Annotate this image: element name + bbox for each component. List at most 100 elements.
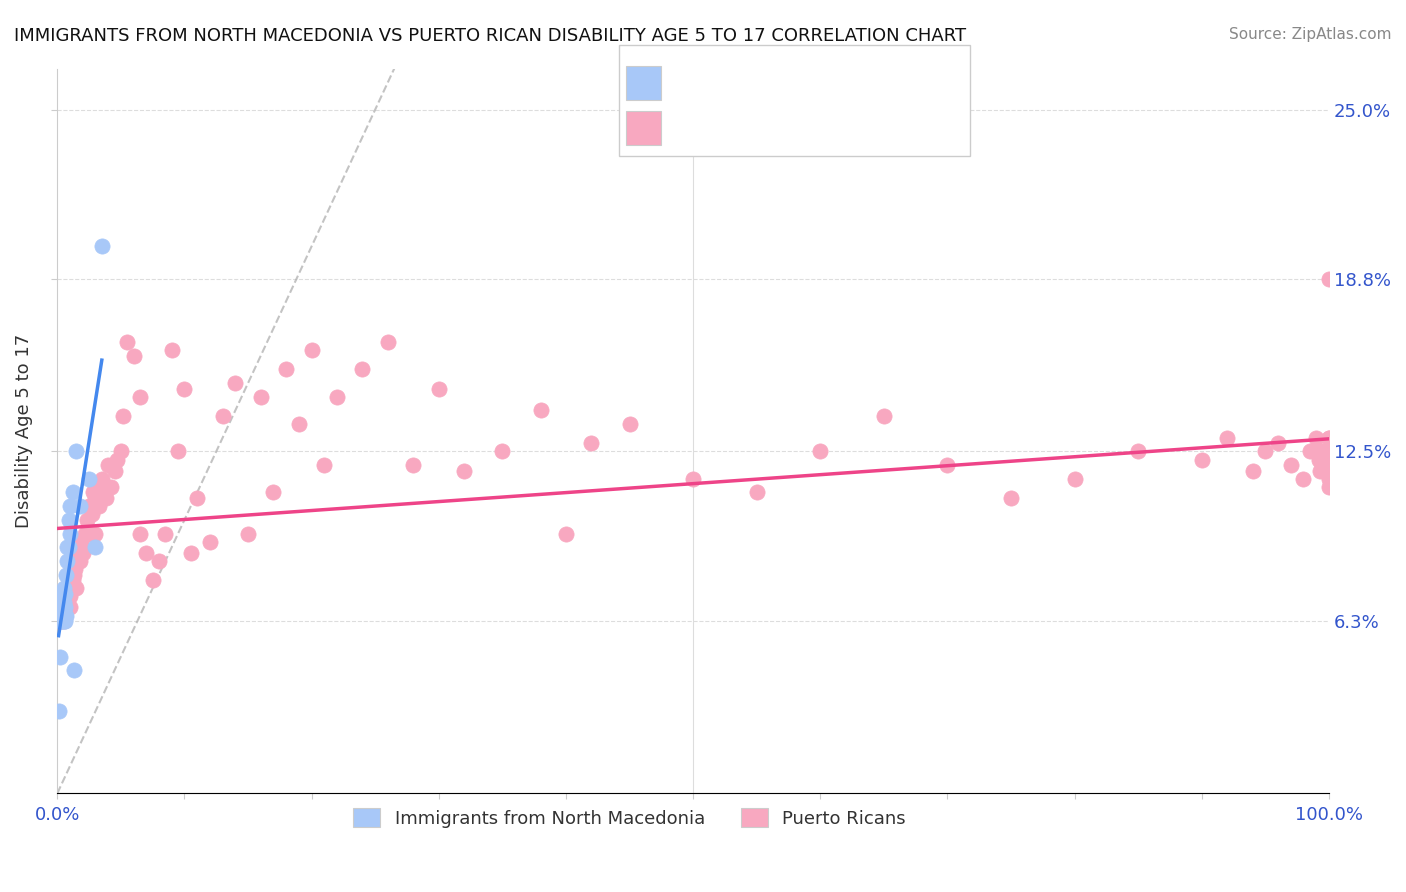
Point: [59, 526, 82, 541]
Point: [90, 472, 112, 486]
Point: [49, 614, 72, 628]
Point: [67, 540, 90, 554]
Point: [1254, 444, 1277, 458]
Point: [49, 600, 72, 615]
Point: [1317, 458, 1340, 472]
Point: [55, 600, 77, 615]
Point: [142, 573, 165, 587]
Point: [314, 458, 336, 472]
Point: [1317, 472, 1340, 486]
Point: [49, 608, 72, 623]
Point: [1313, 444, 1336, 458]
Point: [1216, 431, 1239, 445]
Point: [1000, 491, 1022, 505]
Point: [1317, 480, 1340, 494]
Point: [52, 590, 75, 604]
Point: [1312, 458, 1334, 472]
Point: [1292, 472, 1315, 486]
Point: [52, 608, 75, 623]
Text: Source: ZipAtlas.com: Source: ZipAtlas.com: [1229, 27, 1392, 42]
Point: [56, 581, 79, 595]
Point: [115, 334, 138, 349]
Y-axis label: Disability Age 5 to 17: Disability Age 5 to 17: [15, 334, 32, 528]
Point: [53, 614, 76, 628]
Point: [76, 513, 98, 527]
Point: [56, 554, 79, 568]
Point: [873, 409, 896, 423]
Point: [49, 608, 72, 623]
Point: [75, 526, 97, 541]
Point: [53, 587, 76, 601]
Point: [211, 409, 233, 423]
Point: [51, 608, 73, 623]
Point: [122, 349, 145, 363]
Point: [1309, 464, 1331, 478]
Point: [48, 614, 70, 628]
Point: [60, 562, 83, 576]
Point: [58, 513, 80, 527]
Point: [66, 546, 89, 560]
Point: [1317, 444, 1340, 458]
Point: [63, 562, 86, 576]
Point: [63, 567, 86, 582]
Point: [72, 546, 94, 560]
Point: [77, 499, 100, 513]
Point: [53, 595, 76, 609]
Point: [65, 554, 87, 568]
Point: [80, 508, 103, 522]
Point: [1317, 464, 1340, 478]
Point: [236, 526, 259, 541]
Point: [59, 600, 82, 615]
Point: [52, 581, 75, 595]
Point: [180, 546, 202, 560]
Point: [1317, 272, 1340, 286]
Point: [56, 595, 79, 609]
Text: 100.0%: 100.0%: [1295, 806, 1362, 824]
Point: [52, 614, 75, 628]
Text: 0.0%: 0.0%: [35, 806, 80, 824]
Point: [53, 608, 76, 623]
Point: [1317, 464, 1340, 478]
Point: [77, 526, 100, 541]
Point: [70, 534, 93, 549]
Point: [1317, 444, 1340, 458]
Point: [58, 540, 80, 554]
Point: [84, 540, 107, 554]
Point: [129, 526, 152, 541]
Point: [682, 472, 704, 486]
Point: [1063, 472, 1085, 486]
Point: [288, 417, 311, 431]
Point: [555, 526, 578, 541]
Point: [53, 600, 76, 615]
Point: [52, 614, 75, 628]
Point: [1126, 444, 1149, 458]
Point: [1308, 452, 1330, 467]
Point: [1305, 431, 1327, 445]
Point: [49, 600, 72, 615]
Point: [1310, 444, 1333, 458]
Point: [51, 608, 73, 623]
Point: [94, 491, 117, 505]
Point: [301, 343, 323, 358]
Point: [84, 526, 107, 541]
Point: [808, 444, 831, 458]
Point: [167, 444, 190, 458]
Point: [619, 417, 641, 431]
Point: [129, 390, 152, 404]
Point: [110, 444, 132, 458]
Point: [402, 458, 425, 472]
Point: [59, 573, 82, 587]
Point: [1267, 436, 1289, 450]
Point: [49, 595, 72, 609]
Point: [135, 546, 157, 560]
Point: [84, 491, 107, 505]
Text: IMMIGRANTS FROM NORTH MACEDONIA VS PUERTO RICAN DISABILITY AGE 5 TO 17 CORRELATI: IMMIGRANTS FROM NORTH MACEDONIA VS PUERT…: [14, 27, 966, 45]
Point: [52, 595, 75, 609]
Point: [491, 444, 513, 458]
Point: [105, 452, 128, 467]
Point: [453, 464, 475, 478]
Point: [51, 603, 73, 617]
Point: [52, 600, 75, 615]
Point: [103, 464, 125, 478]
Point: [59, 590, 82, 604]
